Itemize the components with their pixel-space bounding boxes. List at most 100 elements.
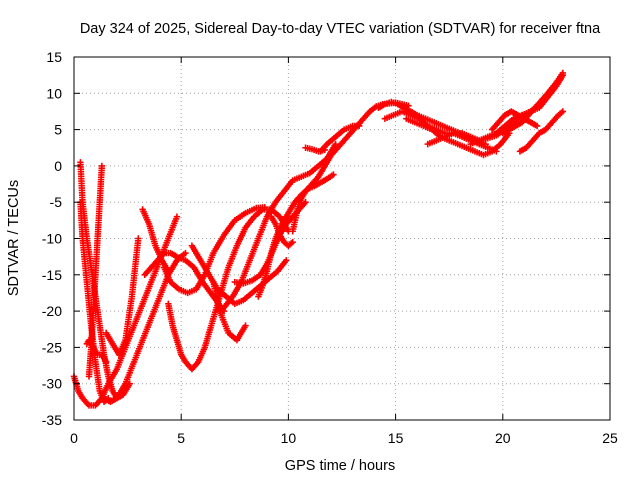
data-point-trail [342,131,353,143]
data-point-trail [304,145,314,152]
data-point-trail [168,250,179,259]
data-point-trail [264,200,278,219]
data-point-trail [405,116,416,125]
data-point-trail [392,109,404,118]
data-point-trail [361,109,372,121]
data-point-trail [530,131,542,143]
data-point-trail [102,395,113,405]
data-point-trail [94,201,103,240]
data-point-trail [194,273,207,291]
series-arc-25 [467,71,567,148]
data-point-trail [368,104,378,114]
y-tick-label: -10 [42,231,62,247]
data-point [559,71,567,79]
data-point-trail [178,287,189,296]
data-point-trail [297,200,308,212]
data-point [302,199,309,206]
data-point-trail [329,146,340,157]
y-tick-label: 15 [46,49,62,65]
data-point-trail [96,324,107,356]
data-point-trail [233,279,245,287]
data-point-trail [99,353,109,364]
y-tick-label: -35 [42,412,62,428]
data-point-trail [296,189,308,204]
data-point-trail [537,95,550,110]
data-point-trail [226,244,240,269]
data-point-trail [184,258,196,270]
x-tick-label: 10 [281,430,297,446]
data-point-trail [521,109,532,118]
data-point-trail [256,215,270,240]
data-point-trail [424,116,436,125]
data-point-trail [503,120,516,132]
data-point-trail [90,273,99,313]
series-arc-11 [160,204,269,297]
data-point-trail [142,265,154,277]
data-point-trail [435,134,446,143]
data-point-trail [110,389,120,400]
data-point-trail [284,214,295,226]
x-tick-label: 15 [388,430,404,446]
data-point-trail [494,124,507,135]
data-point-trail [402,105,413,114]
y-tick-label: 10 [46,85,62,101]
data-point-trail [291,174,303,183]
data-point-trail [282,179,295,193]
data-point-trail [247,237,261,262]
data-point-trail [243,215,256,229]
data-point-trail [486,130,498,140]
data-point-trail [269,215,278,226]
y-tick-label: -20 [42,303,62,319]
data-point-trail [396,101,406,111]
data-point-trail [430,127,443,139]
series-arc-23 [403,115,513,159]
series-arc-17 [268,213,296,249]
data-point-trail [131,302,145,327]
data-point-trail [216,287,228,299]
data-point [289,238,296,246]
data-point-trail [322,153,334,168]
data-point-trail [241,291,254,302]
data-point-trail [537,127,548,136]
data-point-trail [409,112,421,122]
data-point-trail [318,142,329,154]
data-point-trail [509,109,520,118]
data-point-trail [443,130,455,140]
series-arc-28 [499,75,564,137]
data-point-trail [77,201,86,240]
data-point-trail [310,146,320,154]
data-point-trail [334,127,346,139]
y-tick-label: -15 [42,267,62,283]
x-tick-label: 20 [495,430,511,446]
data-point-trail [168,280,181,292]
data-point-trail [175,254,187,263]
data-point-trail [383,99,393,107]
data-point-trail [325,135,338,146]
data-point-trail [77,161,86,204]
data-point-trail [76,389,85,400]
data-point-trail [390,99,399,107]
data-point-trail [300,170,311,180]
data-point [182,249,189,257]
series-arc-27 [516,108,567,155]
data-point-trail [496,113,507,125]
data-point-trail [244,205,258,216]
data-point [102,358,110,366]
data-point-trail [202,324,214,349]
data-point-trail [316,164,327,179]
data-point [173,213,181,220]
data-point-trail [277,233,287,244]
series-arc-13 [210,278,249,344]
data-point-trail [501,127,511,136]
data-point-trail [114,382,128,400]
data-point-trail [465,145,476,154]
y-tick-label: 0 [54,158,62,174]
data-point-trail [80,396,91,408]
series-arc-26 [488,108,541,133]
data-point-trail [376,101,387,111]
data-point-trail [233,297,245,307]
data-point-trail [289,201,302,233]
data-point-trail [456,141,468,151]
data-point-trail [91,346,100,357]
